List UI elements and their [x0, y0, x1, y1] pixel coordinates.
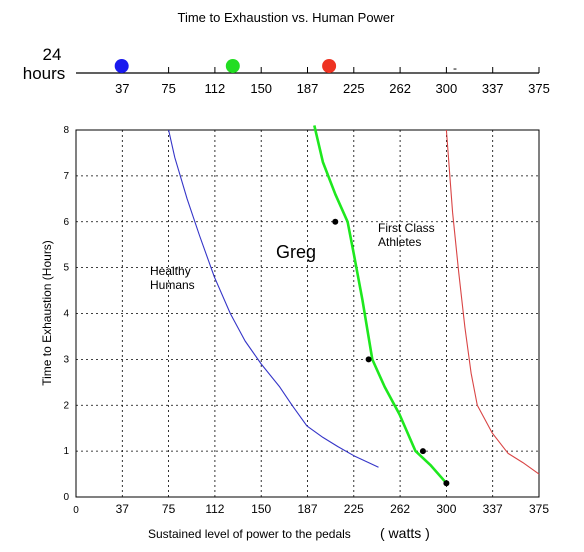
x-tick-label: 37 [116, 502, 130, 516]
x-tick-label: 262 [390, 502, 410, 516]
y-axis-label: Time to Exhaustion (Hours) [40, 240, 54, 386]
top-scale-tick-label: 375 [528, 81, 550, 96]
top-scale-tick-label: 37 [115, 81, 129, 96]
top-hours-scale: 24 hours - 37 75 112 150 187 225 262 300 337 375 [23, 45, 550, 96]
y-tick-label: 3 [63, 354, 69, 365]
y-tick-label: 8 [63, 125, 69, 136]
x-tick-label: 75 [162, 502, 176, 516]
chart-title: Time to Exhaustion vs. Human Power [178, 10, 396, 25]
x-tick-label: 300 [436, 502, 456, 516]
y-tick-label: 2 [63, 400, 69, 411]
plot-frame [75, 129, 540, 498]
y-tick-labels: 0 1 2 3 4 5 6 7 8 [63, 125, 69, 503]
top-scale-tick-label: 150 [250, 81, 272, 96]
data-series [168, 125, 540, 487]
greg-data-point [332, 218, 339, 225]
top-scale-tick-label: 300 [436, 81, 458, 96]
series-line-greg [313, 125, 448, 485]
top-scale-tick-label: 225 [343, 81, 365, 96]
top-scale-tick-label: 112 [205, 81, 226, 96]
top-scale-power-dot [225, 59, 240, 73]
series-line-first-class-athletes [445, 129, 540, 475]
x-axis-label: Sustained level of power to the pedals [148, 527, 351, 541]
top-scale-tick-label: 337 [482, 81, 504, 96]
top-scale-dash: - [453, 61, 457, 75]
annotation-greg: Greg [276, 242, 316, 262]
annotation-first-class-athletes: First Class Athletes [378, 221, 438, 249]
x-tick-labels: 0 37 75 112 150 187 225 262 300 337 375 [73, 502, 549, 516]
top-scale-tick-label: 187 [297, 81, 319, 96]
annotation-healthy-humans: Healthy Humans [150, 264, 195, 292]
x-tick-label: 150 [251, 502, 271, 516]
greg-data-point [365, 356, 372, 363]
top-scale-tick-label: 262 [389, 81, 411, 96]
greg-data-point [419, 448, 426, 455]
greg-data-point [443, 480, 450, 487]
series-line-healthy-humans [168, 129, 379, 468]
x-tick-label: 337 [483, 502, 503, 516]
y-tick-label: 0 [63, 492, 69, 503]
top-scale-hours-unit: hours [23, 64, 66, 83]
y-tick-label: 7 [63, 171, 69, 182]
x-tick-label: 375 [529, 502, 549, 516]
top-scale-tick-label: 75 [161, 81, 175, 96]
x-tick-label: 187 [297, 502, 317, 516]
top-scale-power-dot [114, 59, 129, 73]
top-scale-hours-value: 24 [43, 45, 62, 64]
y-tick-label: 6 [63, 217, 69, 228]
y-tick-label: 4 [63, 309, 69, 320]
x-tick-label: 112 [205, 502, 224, 516]
plot-grid [76, 130, 539, 497]
x-tick-label: 225 [344, 502, 364, 516]
y-tick-label: 1 [63, 446, 69, 457]
top-scale-power-dot [322, 59, 337, 73]
x-axis-unit-label: ( watts ) [380, 525, 430, 541]
x-tick-label: 0 [73, 505, 79, 516]
y-tick-label: 5 [63, 263, 69, 274]
